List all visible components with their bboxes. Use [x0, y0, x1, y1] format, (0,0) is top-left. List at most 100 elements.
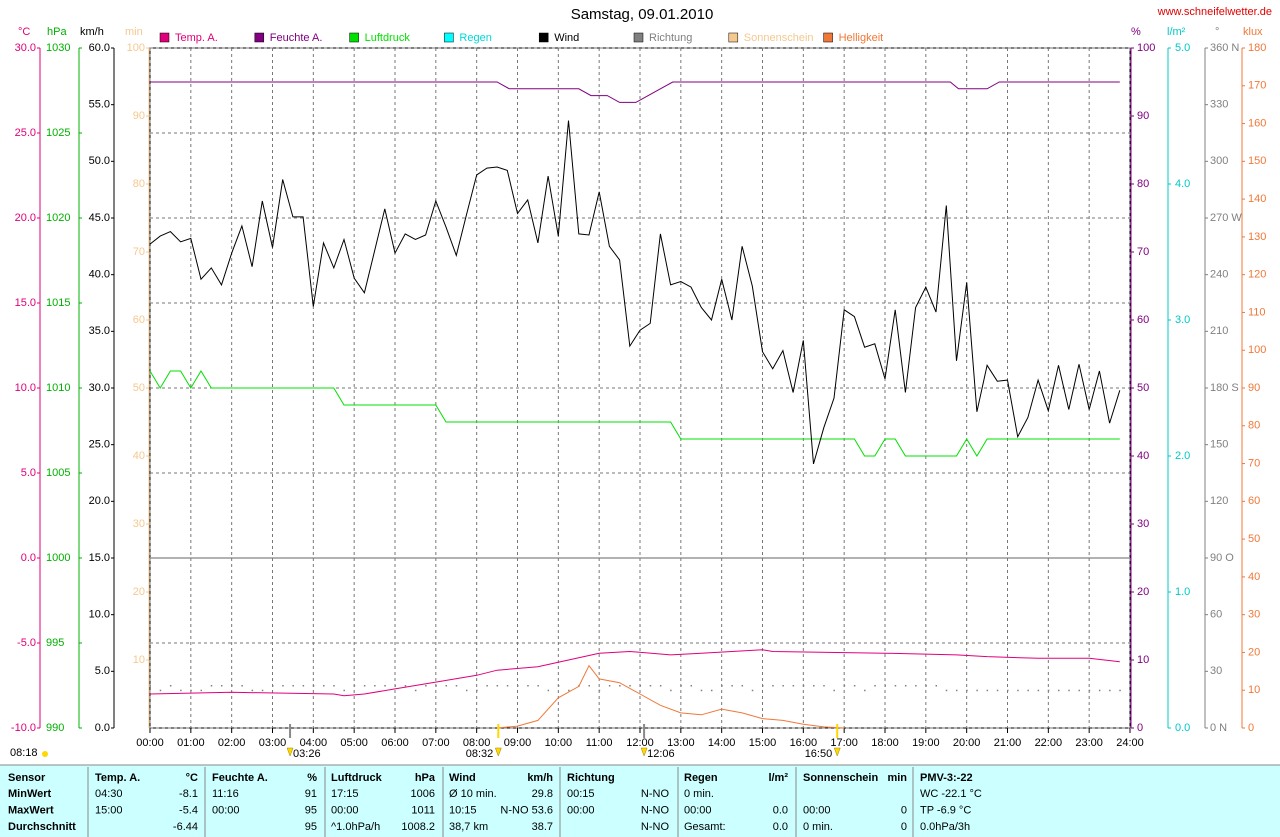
y-tick-label: 5.0	[95, 665, 110, 677]
y-tick-label: 1020	[46, 212, 70, 224]
x-tick-label: 04:00	[300, 737, 328, 749]
direction-dot	[823, 685, 825, 687]
y-tick-label: 15.0	[89, 552, 110, 564]
annotation: 16:50	[805, 748, 833, 760]
axis-unit: km/h	[80, 26, 104, 38]
axis-unit: %	[1131, 26, 1141, 38]
direction-dot	[292, 685, 294, 687]
direction-dot	[343, 689, 345, 692]
y-tick-label: 90 O	[1210, 552, 1234, 564]
direction-dot	[425, 685, 427, 687]
y-tick-label: 20.0	[15, 212, 36, 224]
stats-header: km/h	[527, 772, 553, 784]
y-tick-label: 100	[1137, 42, 1155, 54]
y-tick-label: 0.0	[95, 722, 110, 734]
direction-dot	[670, 689, 672, 692]
axis-unit: klux	[1243, 26, 1263, 38]
legend-label: Temp. A.	[175, 32, 218, 44]
direction-dot	[384, 685, 386, 687]
x-tick-label: 24:00	[1116, 737, 1144, 749]
y-tick-label: 60	[133, 314, 145, 326]
y-tick-label: 60	[1137, 314, 1149, 326]
x-tick-label: 09:00	[504, 737, 532, 749]
y-tick-label: 30	[1248, 609, 1260, 621]
direction-dot	[782, 685, 784, 687]
direction-dot	[1068, 689, 1070, 692]
direction-dot	[904, 685, 907, 687]
stats-cell: 11:16	[212, 788, 239, 800]
direction-dot	[180, 689, 182, 692]
stats-cell: 00:00	[684, 804, 712, 816]
stats-header: %	[307, 772, 317, 784]
stats-cell: 0 min.	[803, 821, 833, 833]
y-tick-label: 15.0	[15, 297, 36, 309]
legend-label: Sonnenschein	[744, 32, 814, 44]
direction-dot	[619, 685, 621, 687]
legend-swatch	[823, 32, 833, 43]
annotation: 12:06	[647, 748, 675, 760]
direction-dot	[925, 685, 927, 687]
y-tick-label: 0.0	[21, 552, 36, 564]
stats-cell: N-NO	[641, 788, 670, 800]
direction-dot	[323, 685, 325, 687]
direction-dot	[282, 685, 284, 687]
direction-dot	[1027, 689, 1029, 692]
stats-header: Luftdruck	[331, 772, 383, 784]
y-tick-label: 80	[1137, 178, 1149, 190]
series-line	[149, 649, 1120, 697]
direction-dot	[1078, 689, 1080, 692]
annotation: 08:32	[466, 748, 494, 760]
y-tick-label: 1.0	[1175, 586, 1190, 598]
direction-dot	[945, 689, 948, 692]
direction-dot	[966, 689, 968, 692]
x-tick-label: 15:00	[749, 737, 777, 749]
y-tick-label: 60.0	[89, 42, 110, 54]
stats-cell: 15:00	[95, 804, 123, 816]
stats-cell: Durchschnitt	[8, 821, 76, 833]
y-tick-label: 90	[133, 110, 145, 122]
direction-dot	[639, 685, 641, 687]
series-line	[150, 81, 1120, 103]
direction-dot	[272, 685, 274, 687]
y-tick-label: 70	[133, 246, 145, 258]
annotation-marker	[494, 747, 502, 757]
direction-dot	[1058, 689, 1060, 692]
legend-swatch	[349, 32, 359, 43]
direction-dot	[772, 685, 774, 687]
stats-cell: 00:00	[331, 804, 359, 816]
stats-cell: 17:15	[331, 788, 359, 800]
x-tick-label: 16:00	[790, 737, 818, 749]
direction-dot	[813, 685, 815, 687]
stats-cell: 38.7	[532, 821, 553, 833]
direction-dot	[894, 685, 897, 687]
direction-dot	[915, 685, 917, 687]
direction-dot	[700, 689, 703, 692]
direction-dot	[731, 685, 733, 687]
direction-dot	[241, 685, 243, 687]
y-tick-label: 120	[1248, 269, 1266, 281]
x-tick-label: 21:00	[994, 737, 1022, 749]
x-tick-label: 10:00	[545, 737, 573, 749]
y-tick-label: 30	[133, 518, 145, 530]
x-tick-label: 22:00	[1035, 737, 1063, 749]
x-tick-label: 11:00	[586, 737, 613, 749]
y-tick-label: 1010	[46, 382, 70, 394]
axis-unit: °	[1215, 26, 1219, 38]
stats-header: hPa	[415, 772, 436, 784]
y-tick-label: 210	[1210, 325, 1228, 337]
y-tick-label: 10.0	[89, 609, 110, 621]
x-tick-label: 08:00	[463, 737, 491, 749]
legend-swatch	[728, 32, 739, 43]
annotation-marker	[833, 747, 841, 757]
direction-dot	[935, 685, 938, 687]
stats-cell: N-NO	[641, 821, 670, 833]
direction-dot	[864, 689, 866, 692]
direction-dot	[955, 689, 958, 692]
direction-dot	[527, 685, 529, 687]
stats-cell: Gesamt:	[684, 821, 726, 833]
y-tick-label: 990	[46, 722, 64, 734]
y-tick-label: 50.0	[89, 155, 110, 167]
direction-dot	[568, 689, 570, 692]
y-tick-label: -5.0	[17, 637, 36, 649]
direction-dot	[159, 689, 162, 692]
